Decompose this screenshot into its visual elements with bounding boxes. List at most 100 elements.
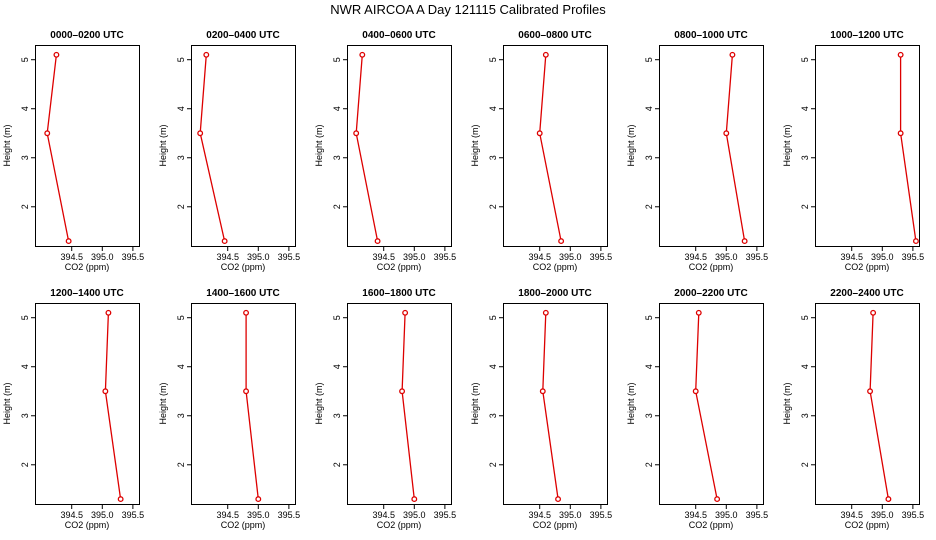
- y-axis-label: Height (m): [626, 382, 636, 424]
- profile-panel: 2000–2200 UTC 394.5 395.0 395.5 2 3 4 5 CO2 (ppm…: [626, 288, 768, 530]
- y-tick-label: 5: [488, 57, 498, 62]
- profile-line: [539, 54, 562, 242]
- panel-title: 2000–2200 UTC: [674, 288, 747, 299]
- y-tick-label: 5: [20, 315, 30, 320]
- y-tick-label: 4: [20, 364, 30, 369]
- x-tick-label: 394.5: [60, 510, 83, 520]
- profile-point: [885, 496, 892, 503]
- x-tick-label: 395.0: [871, 252, 894, 262]
- plot-frame: [503, 303, 608, 505]
- profile-point: [255, 496, 262, 503]
- plot-frame: [35, 303, 140, 505]
- profile-panel: 1000–1200 UTC 394.5 395.0 395.5 2 3 4 5 CO2 (ppm…: [782, 30, 924, 272]
- x-tick-label: 395.0: [715, 510, 738, 520]
- x-axis-label: CO2 (ppm): [533, 520, 578, 530]
- y-axis-label: Height (m): [314, 382, 324, 424]
- profile-point: [536, 130, 543, 137]
- plot-frame: [503, 45, 608, 247]
- panel-title: 1600–1800 UTC: [362, 288, 435, 299]
- plot-frame: [35, 45, 140, 247]
- y-axis-label: Height (m): [470, 382, 480, 424]
- plot-frame: [815, 45, 920, 247]
- x-tick-label: 394.5: [216, 510, 239, 520]
- plot-frame: [191, 303, 296, 505]
- profile-line: [899, 54, 917, 242]
- y-tick-label: 4: [488, 106, 498, 111]
- x-tick-label: 395.5: [122, 252, 145, 262]
- x-tick-label: 394.5: [60, 252, 83, 262]
- plot-frame: [347, 45, 452, 247]
- profile-point: [692, 388, 699, 395]
- profile-point: [105, 309, 112, 316]
- y-tick-label: 3: [488, 155, 498, 160]
- x-tick-label: 394.5: [684, 252, 707, 262]
- profile-line: [46, 54, 70, 242]
- x-tick-label: 395.0: [559, 252, 582, 262]
- y-tick-label: 5: [488, 315, 498, 320]
- profile-point: [558, 238, 565, 245]
- profile-point: [723, 130, 730, 137]
- plot-frame: [659, 303, 764, 505]
- x-tick-label: 395.0: [871, 510, 894, 520]
- y-tick-label: 4: [332, 364, 342, 369]
- profile-point: [197, 130, 204, 137]
- x-axis-label: CO2 (ppm): [377, 262, 422, 272]
- profile-point: [221, 238, 228, 245]
- y-tick-label: 4: [800, 106, 810, 111]
- x-tick-label: 395.5: [278, 252, 301, 262]
- profile-point: [912, 238, 919, 245]
- y-tick-label: 2: [332, 462, 342, 467]
- profile-point: [374, 238, 381, 245]
- y-tick-label: 4: [488, 364, 498, 369]
- x-tick-label: 394.5: [528, 252, 551, 262]
- x-tick-label: 394.5: [528, 510, 551, 520]
- x-tick-label: 395.5: [590, 510, 613, 520]
- y-tick-label: 5: [176, 57, 186, 62]
- y-tick-label: 5: [332, 57, 342, 62]
- x-tick-label: 394.5: [840, 252, 863, 262]
- x-tick-label: 395.0: [403, 510, 426, 520]
- profile-panel: 0200–0400 UTC 394.5 395.0 395.5 2 3 4 5 CO2 (ppm…: [158, 30, 300, 272]
- plot-frame: [659, 45, 764, 247]
- y-axis-label: Height (m): [470, 124, 480, 166]
- panel-title: 1400–1600 UTC: [206, 288, 279, 299]
- profile-point: [203, 51, 210, 58]
- x-tick-label: 394.5: [216, 252, 239, 262]
- x-axis-label: CO2 (ppm): [65, 520, 110, 530]
- y-tick-label: 2: [644, 462, 654, 467]
- profile-panel: 1400–1600 UTC 394.5 395.0 395.5 2 3 4 5 CO2 (ppm…: [158, 288, 300, 530]
- x-tick-label: 395.5: [746, 510, 769, 520]
- profile-point: [65, 238, 72, 245]
- panel-title: 2200–2400 UTC: [830, 288, 903, 299]
- y-tick-label: 2: [488, 204, 498, 209]
- profile-point: [897, 130, 904, 137]
- x-tick-label: 395.0: [403, 252, 426, 262]
- profile-point: [399, 388, 406, 395]
- panel-title: 0400–0600 UTC: [362, 30, 435, 41]
- profile-point: [695, 309, 702, 316]
- x-tick-label: 395.5: [746, 252, 769, 262]
- y-tick-label: 3: [644, 155, 654, 160]
- x-tick-label: 395.5: [434, 252, 457, 262]
- x-tick-label: 395.0: [91, 510, 114, 520]
- profile-line: [401, 312, 415, 500]
- y-tick-label: 3: [20, 155, 30, 160]
- profile-line: [542, 312, 559, 500]
- profile-panel: 0800–1000 UTC 394.5 395.0 395.5 2 3 4 5 CO2 (ppm…: [626, 30, 768, 272]
- profile-point: [117, 496, 124, 503]
- profile-point: [870, 309, 877, 316]
- profile-panel: 0600–0800 UTC 394.5 395.0 395.5 2 3 4 5 CO2 (ppm…: [470, 30, 612, 272]
- y-tick-label: 2: [176, 462, 186, 467]
- plot-frame: [815, 303, 920, 505]
- profile-line: [869, 312, 890, 500]
- x-tick-label: 394.5: [372, 252, 395, 262]
- y-tick-label: 3: [332, 155, 342, 160]
- profile-point: [359, 51, 366, 58]
- y-axis-label: Height (m): [782, 124, 792, 166]
- y-axis-label: Height (m): [782, 382, 792, 424]
- profile-line: [355, 54, 379, 242]
- profile-panel: 1800–2000 UTC 394.5 395.0 395.5 2 3 4 5 CO2 (ppm…: [470, 288, 612, 530]
- profile-point: [714, 496, 721, 503]
- y-tick-label: 5: [800, 315, 810, 320]
